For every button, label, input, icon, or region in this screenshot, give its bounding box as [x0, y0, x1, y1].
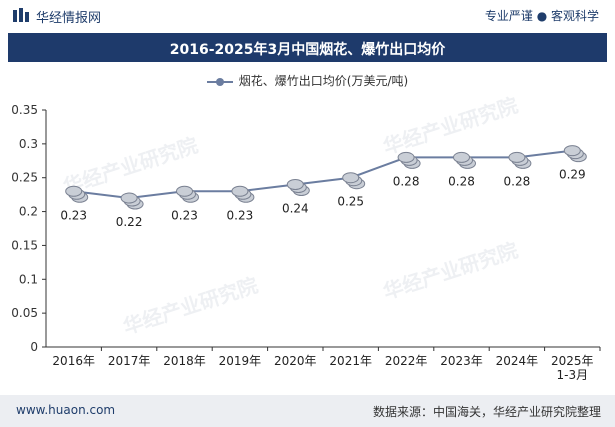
coin-marker — [563, 145, 587, 163]
data-label: 0.29 — [559, 168, 586, 182]
y-tick-label: 0.15 — [11, 238, 38, 252]
legend-marker-icon — [206, 77, 233, 86]
y-tick-label: 0.25 — [11, 171, 38, 185]
x-tick-label: 2024年 — [496, 354, 539, 368]
coin-marker — [508, 151, 532, 169]
coin-marker — [453, 151, 476, 169]
coin-marker — [397, 151, 421, 169]
data-label: 0.25 — [337, 195, 364, 209]
coin-marker — [231, 185, 255, 203]
y-tick-label: 0.2 — [19, 205, 38, 219]
x-tick-label: 2018年 — [163, 354, 206, 368]
x-tick-label: 2020年 — [274, 354, 317, 368]
title-bar: 2016-2025年3月中国烟花、爆竹出口均价 — [8, 33, 607, 62]
top-bar: 华经情报网 专业严谨 ● 客观科学 — [0, 0, 615, 30]
x-tick-label: 2022年 — [385, 354, 428, 368]
tagline: 专业严谨 ● 客观科学 — [484, 9, 599, 23]
data-label: 0.23 — [171, 208, 198, 222]
x-tick-label: 2025年 — [551, 354, 594, 368]
series-line — [73, 149, 573, 200]
footer-source: 数据来源：中国海关，华经产业研究院整理 — [372, 405, 601, 419]
y-tick-label: 0.05 — [11, 306, 38, 320]
x-tick-label: 2016年 — [52, 354, 95, 368]
coin-marker — [342, 172, 366, 190]
logo-icon — [13, 8, 29, 22]
y-tick-label: 0.35 — [11, 103, 38, 117]
chart-title: 2016-2025年3月中国烟花、爆竹出口均价 — [169, 42, 446, 58]
coin-marker — [120, 192, 144, 210]
data-label: 0.28 — [393, 174, 420, 188]
coin-marker — [65, 185, 89, 203]
y-tick-label: 0.1 — [19, 272, 38, 286]
data-label: 0.24 — [282, 201, 309, 215]
data-label: 0.23 — [227, 208, 254, 222]
coin-marker — [176, 185, 199, 203]
x-tick-label: 1-3月 — [556, 368, 588, 382]
data-label: 0.28 — [504, 174, 531, 188]
data-label: 0.22 — [116, 215, 143, 229]
legend: 烟花、爆竹出口均价(万美元/吨) — [0, 72, 615, 89]
footer-website: www.huaon.com — [16, 403, 116, 417]
x-tick-label: 2021年 — [329, 354, 372, 368]
y-tick-label: 0 — [30, 340, 38, 354]
coin-marker — [286, 178, 310, 196]
brand-name: 华经情报网 — [36, 11, 102, 26]
data-label: 0.23 — [60, 208, 87, 222]
x-tick-label: 2023年 — [440, 354, 483, 368]
footer: www.huaon.com 数据来源：中国海关，华经产业研究院整理 — [0, 395, 615, 427]
line-chart: 0 0.05 0.1 0.15 0.2 0.25 0.3 0.35 2016年 2017年 2018… — [11, 103, 601, 382]
x-tick-label: 2019年 — [219, 354, 262, 368]
x-tick-label: 2017年 — [108, 354, 151, 368]
data-label: 0.28 — [448, 174, 475, 188]
legend-label: 烟花、爆竹出口均价(万美元/吨) — [238, 74, 409, 88]
y-tick-label: 0.3 — [19, 137, 38, 151]
